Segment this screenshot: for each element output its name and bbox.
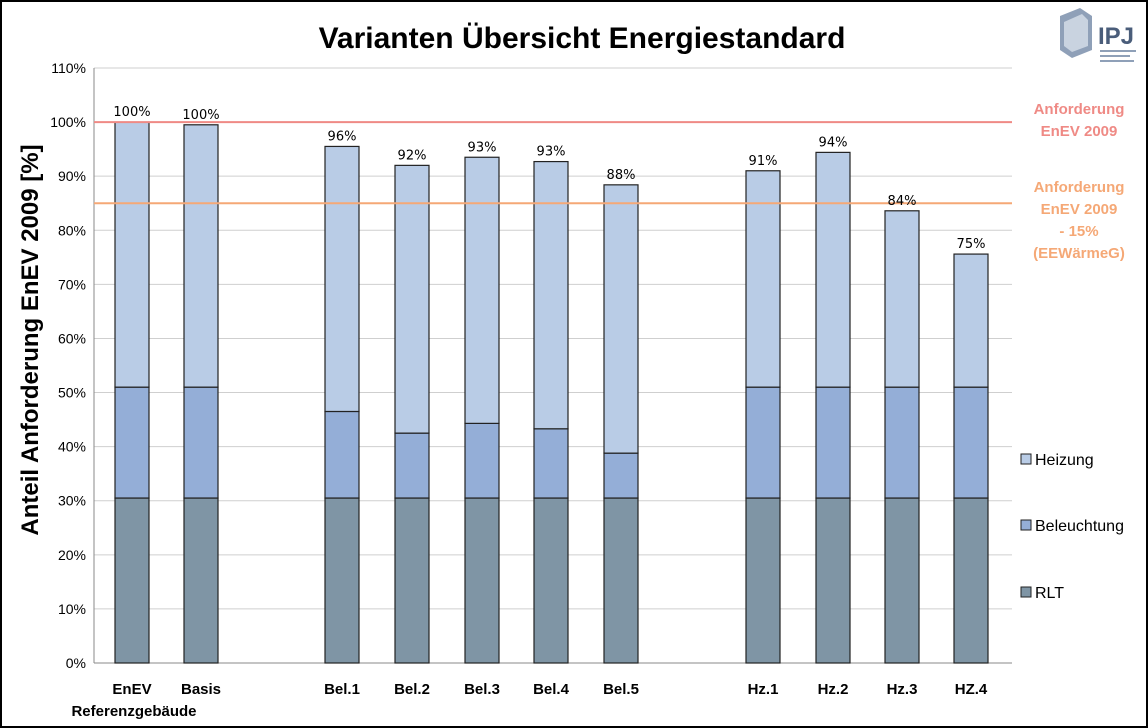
data-label: 88% [607, 168, 636, 183]
bar-heizung-bel1 [324, 145, 360, 413]
y-tick-label: 10% [58, 601, 86, 617]
bar-heizung-bel3 [464, 156, 500, 424]
bar-heizung-hz3 [884, 210, 920, 388]
bar-heizung-bel5 [603, 184, 639, 454]
bar-rlt-bel3 [464, 497, 500, 664]
reference-line-label: (EEWärmeG) [1033, 245, 1125, 262]
y-tick-labels: 0% 10% 20% 30% 40% 50% 60% 70% 80% 90% 100% 110% [50, 60, 86, 671]
reference-line-label: EnEV 2009 [1041, 123, 1118, 140]
data-label: 84% [888, 194, 917, 209]
bar-beleuchtung-bel3 [464, 422, 500, 499]
bar-heizung-bel4 [533, 160, 569, 430]
x-tick-label: Bel.2 [394, 681, 430, 698]
y-tick-label: 70% [58, 276, 86, 292]
bar-heizung-basis [183, 124, 219, 388]
bar-rlt-hz1 [745, 497, 781, 664]
bars [114, 121, 989, 664]
legend-swatch-heizung [1020, 453, 1032, 465]
bar-heizung-enev [114, 121, 150, 388]
bar-heizung-hz1 [745, 170, 781, 388]
bar-rlt-bel1 [324, 497, 360, 664]
bar-beleuchtung-bel1 [324, 410, 360, 499]
bar-beleuchtung-hz4 [953, 386, 989, 499]
data-label: 93% [537, 145, 566, 160]
bar-rlt-enev [114, 497, 150, 664]
y-tick-label: 100% [50, 114, 86, 130]
bar-heizung-hz4 [953, 253, 989, 388]
legend-label-beleuchtung: Beleuchtung [1035, 518, 1124, 535]
x-tick-label: Hz.1 [748, 681, 779, 698]
bar-beleuchtung-bel2 [394, 432, 430, 499]
y-tick-label: 30% [58, 493, 86, 509]
data-label: 92% [398, 148, 427, 163]
x-tick-sublabel: Referenzgebäude [71, 703, 196, 720]
x-tick-label: Bel.1 [324, 681, 360, 698]
reference-line-label: Anforderung [1034, 101, 1125, 118]
reference-line-label: EnEV 2009 [1041, 201, 1118, 218]
logo-text: IPJ [1098, 23, 1134, 50]
legend: Heizung Beleuchtung RLT [1020, 452, 1124, 602]
x-tick-label: Hz.2 [818, 681, 849, 698]
bar-beleuchtung-bel5 [603, 452, 639, 499]
bar-beleuchtung-enev [114, 386, 150, 499]
ipj-logo: IPJ [1060, 8, 1136, 62]
x-tick-label: EnEV [112, 681, 151, 698]
data-labels: 100% 100% 96% 92% 93% 93% 88% 91% 94% 84% 75% [113, 105, 985, 252]
bar-rlt-hz3 [884, 497, 920, 664]
x-tick-label: HZ.4 [955, 681, 988, 698]
y-tick-label: 90% [58, 168, 86, 184]
bar-rlt-hz4 [953, 497, 989, 664]
data-label: 100% [182, 108, 219, 123]
data-label: 91% [749, 154, 778, 169]
reference-lines: Anforderung EnEV 2009 Anforderung EnEV 2009… [94, 101, 1125, 262]
legend-swatch-beleuchtung [1020, 519, 1032, 531]
data-label: 75% [957, 237, 986, 252]
data-label: 94% [819, 135, 848, 150]
data-label: 93% [468, 140, 497, 155]
bar-beleuchtung-hz3 [884, 386, 920, 499]
reference-line-label: Anforderung [1034, 179, 1125, 196]
x-tick-label: Bel.3 [464, 681, 500, 698]
reference-line-label: - 15% [1059, 223, 1098, 240]
y-tick-label: 60% [58, 330, 86, 346]
bar-beleuchtung-hz1 [745, 386, 781, 499]
x-tick-label: Hz.3 [887, 681, 918, 698]
x-tick-label: Bel.4 [533, 681, 570, 698]
data-label: 100% [113, 105, 150, 120]
legend-swatch-rlt [1020, 586, 1032, 598]
bar-heizung-bel2 [394, 164, 430, 434]
bar-rlt-hz2 [815, 497, 851, 664]
data-label: 96% [328, 129, 357, 144]
x-tick-label: Bel.5 [603, 681, 639, 698]
y-axis-label: Anteil Anforderung EnEV 2009 [%] [17, 144, 44, 535]
bar-heizung-hz2 [815, 151, 851, 388]
x-tick-label: Basis [181, 681, 221, 698]
y-tick-label: 40% [58, 439, 86, 455]
bar-rlt-bel4 [533, 497, 569, 664]
bar-rlt-bel5 [603, 497, 639, 664]
bar-rlt-basis [183, 497, 219, 664]
x-tick-labels: EnEV Referenzgebäude Basis Bel.1 Bel.2 Bel.3 B… [71, 681, 987, 720]
y-tick-label: 50% [58, 385, 86, 401]
bar-beleuchtung-hz2 [815, 386, 851, 499]
y-tick-label: 0% [66, 655, 86, 671]
chart-title: Varianten Übersicht Energiestandard [319, 22, 846, 55]
legend-label-rlt: RLT [1035, 585, 1064, 602]
y-tick-label: 80% [58, 222, 86, 238]
legend-label-heizung: Heizung [1035, 452, 1094, 469]
bar-rlt-bel2 [394, 497, 430, 664]
y-tick-label: 110% [51, 60, 86, 76]
bar-beleuchtung-basis [183, 386, 219, 499]
y-tick-label: 20% [58, 547, 86, 563]
bar-beleuchtung-bel4 [533, 428, 569, 499]
